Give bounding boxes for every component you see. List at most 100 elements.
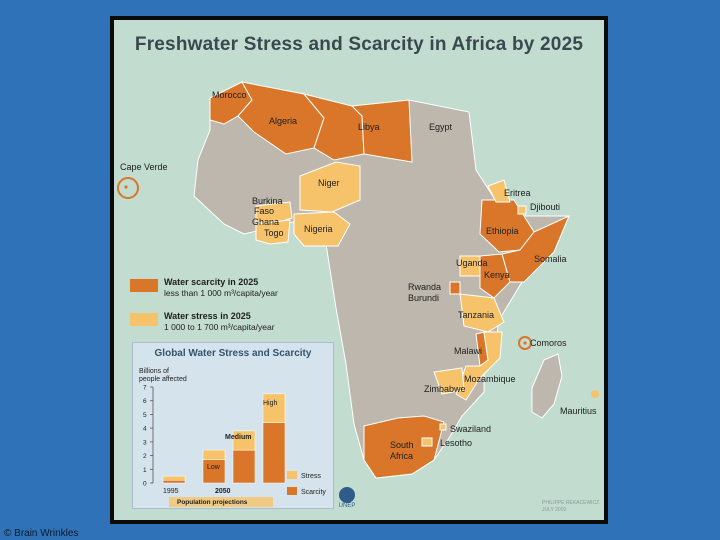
inset-title: Global Water Stress and Scarcity	[154, 348, 312, 359]
region-lesotho	[421, 437, 433, 447]
label-mozambique: Mozambique	[464, 374, 516, 384]
label-libya: Libya	[358, 122, 380, 132]
mauritius-island	[591, 390, 599, 398]
label-morocco: Morocco	[212, 90, 247, 100]
inset-ylabel-1: Billions of	[139, 368, 169, 375]
copyright-text: © Brain Wrinkles	[4, 528, 79, 539]
label-comoros: Comoros	[530, 338, 567, 348]
unep-logo-icon	[339, 487, 355, 503]
inset-bar-scarcity	[232, 449, 256, 484]
label-djibouti: Djibouti	[530, 202, 560, 212]
inset-tick-label: 3	[143, 439, 147, 446]
label-uganda: Uganda	[456, 258, 488, 268]
inset-legend-stress: Stress	[301, 473, 321, 480]
inset-tick-label: 2	[143, 453, 147, 460]
inset-bar-stress	[232, 430, 256, 451]
comoros-highlight	[518, 336, 532, 350]
stress-swatch	[130, 313, 158, 326]
label-lesotho: Lesotho	[440, 438, 472, 448]
label-egypt: Egypt	[429, 122, 453, 132]
legend-scarcity-title: Water scarcity in 2025	[164, 277, 259, 287]
inset-legend-scarcity: Scarcity	[301, 489, 326, 496]
legend-stress-desc: 1 000 to 1 700 m³/capita/year	[164, 322, 275, 332]
region-egypt	[350, 99, 413, 163]
label-faso: Faso	[254, 206, 274, 216]
projection-band	[169, 497, 273, 507]
inset-bar-stress	[262, 393, 286, 423]
label-swaziland: Swaziland	[450, 424, 491, 434]
label-togo: Togo	[264, 228, 284, 238]
inset-tick-label: 1	[143, 467, 147, 474]
legend-scarcity-desc: less than 1 000 m³/capita/year	[164, 288, 278, 298]
map-poster: Freshwater Stress and Scarcity in Africa…	[110, 16, 608, 524]
inset-group-low: Low	[207, 464, 221, 471]
inset-bar-stress	[202, 449, 226, 460]
region-south-africa	[363, 415, 445, 479]
label-mauritius: Mauritius	[560, 406, 597, 416]
unep-text: UNEP	[338, 503, 356, 509]
label-south: South	[390, 440, 414, 450]
map-credit: PHILIPPE REKACEWICZ JULY 2002	[542, 500, 599, 514]
inset-legend-scarcity-swatch	[287, 487, 297, 495]
inset-tick-label: 6	[143, 398, 147, 405]
region-somalia	[501, 215, 570, 283]
label-burundi: Burundi	[408, 293, 439, 303]
inset-year-2050: 2050	[215, 488, 231, 495]
inset-bar-scarcity	[162, 480, 186, 484]
label-kenya: Kenya	[484, 270, 510, 280]
inset-chart: Billions of people affected 7 6 5 4 3 2 1 0 199…	[139, 368, 326, 507]
cape-verde-island	[124, 185, 128, 189]
region-swaziland	[439, 423, 447, 431]
scarcity-swatch	[130, 279, 158, 292]
label-burkina: Burkina	[252, 196, 283, 206]
label-somalia: Somalia	[534, 254, 567, 264]
label-niger: Niger	[318, 178, 340, 188]
unep-logo-block: UNEP	[333, 487, 361, 509]
inset-tick-label: 4	[143, 426, 147, 433]
label-cape-verde: Cape Verde	[120, 162, 168, 172]
region-rwanda-burundi	[449, 281, 461, 295]
inset-group-medium: Medium	[225, 434, 251, 441]
label-ethiopia: Ethiopia	[486, 226, 519, 236]
inset-legend-stress-swatch	[287, 471, 297, 479]
africa-map: Morocco Algeria Libya Egypt Cape Verde N…	[117, 81, 599, 479]
region-nigeria	[293, 211, 351, 247]
comoros-island	[523, 341, 527, 345]
legend-stress: Water stress in 2025 1 000 to 1 700 m³/c…	[130, 311, 330, 341]
label-malawi: Malawi	[454, 346, 482, 356]
inset-bar-scarcity	[262, 422, 286, 484]
region-uganda	[459, 255, 481, 277]
label-algeria: Algeria	[269, 116, 297, 126]
region-niger	[299, 161, 361, 213]
map-panel: Freshwater Stress and Scarcity in Africa…	[114, 20, 604, 520]
region-ghana-togo	[255, 219, 291, 245]
credit-date: JULY 2002	[542, 507, 567, 513]
credit-author: PHILIPPE REKACEWICZ	[542, 500, 600, 506]
inset-bar-stress	[162, 475, 186, 481]
legend-stress-title: Water stress in 2025	[164, 311, 251, 321]
label-ghana: Ghana	[252, 217, 279, 227]
label-tanzania: Tanzania	[458, 310, 494, 320]
legend-scarcity: Water scarcity in 2025 less than 1 000 m…	[130, 277, 330, 307]
region-eritrea	[487, 179, 511, 203]
region-kenya	[479, 253, 511, 299]
label-zimbabwe: Zimbabwe	[424, 384, 466, 394]
label-nigeria: Nigeria	[304, 224, 333, 234]
inset-group-high: High	[263, 400, 278, 407]
inset-projection-label: Population projections	[177, 499, 248, 506]
region-djibouti	[517, 205, 527, 215]
label-rwanda: Rwanda	[408, 282, 441, 292]
inset-ylabel-2: people affected	[139, 376, 187, 383]
map-title: Freshwater Stress and Scarcity in Africa…	[134, 34, 584, 55]
region-tanzania	[459, 293, 505, 333]
inset-year-1995: 1995	[163, 488, 179, 495]
madagascar-landmass	[531, 353, 563, 419]
cape-verde-highlight	[117, 177, 139, 199]
inset-tick-label: 0	[143, 481, 147, 488]
global-water-inset: Global Water Stress and Scarcity Billion…	[132, 342, 334, 509]
region-mozambique	[455, 331, 503, 401]
map-legend: Water scarcity in 2025 less than 1 000 m…	[130, 277, 330, 345]
label-eritrea: Eritrea	[504, 188, 531, 198]
label-africa: Africa	[390, 451, 413, 461]
inset-tick-label: 7	[143, 385, 147, 392]
